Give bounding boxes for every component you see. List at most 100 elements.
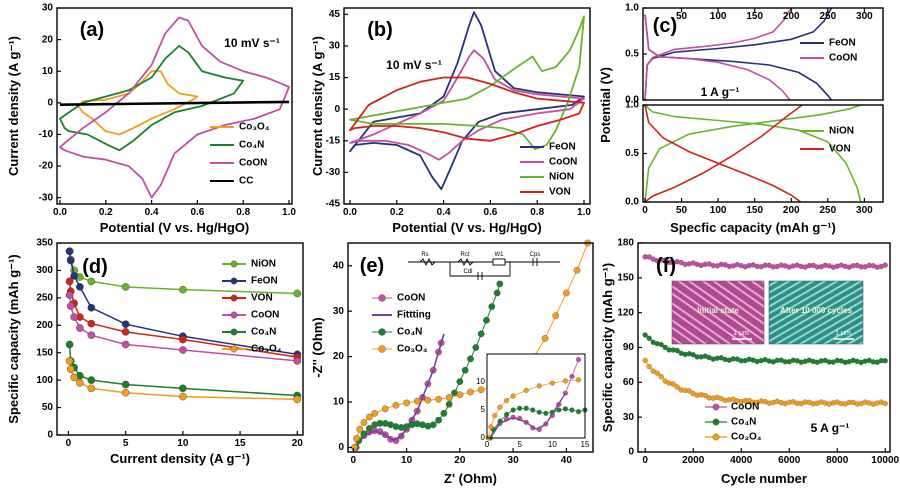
panel-e-xtick-label: 40 <box>561 455 573 466</box>
point-d-CoON <box>76 324 84 332</box>
point-e-Co₄N <box>429 421 437 429</box>
inset-point-Co₄N <box>536 409 542 415</box>
point-d-NiON <box>179 285 187 294</box>
point-e-Co₃O₄ <box>356 425 364 433</box>
point-e-Co₄N <box>483 316 490 324</box>
panel-e-xtick-label: 0 <box>351 455 357 466</box>
inset-point-Co₄N <box>549 409 555 415</box>
panel-b-xtick-label: 0.6 <box>483 207 497 218</box>
panel-b-ytick-label: 0 <box>334 104 340 115</box>
panel-d-legend-marker <box>230 294 238 302</box>
panel-d-frame <box>56 242 304 436</box>
point-d-Co₃O₄ <box>293 395 302 404</box>
point-d-Co₄N <box>65 340 74 349</box>
point-d-FeON <box>121 320 130 328</box>
panel-a-xtick-label: 0.4 <box>145 207 159 218</box>
panel-e-xtick-label: 20 <box>454 455 466 466</box>
panel-a-xtick-label: 1.0 <box>282 207 296 218</box>
point-d-FeON <box>70 272 78 280</box>
point-e-Co₄N <box>472 344 480 351</box>
panel-a-ytick-label: 0 <box>47 97 53 108</box>
panel-e-ytick-label: 10 <box>333 397 345 408</box>
inset-point-Co₄N <box>556 407 562 413</box>
panel-f-ytick-label: 60 <box>623 377 635 388</box>
point-e-Co₃O₄ <box>353 434 360 442</box>
panel-c-xtick-label: 50 <box>676 205 688 216</box>
panel-e-legend-label: Fittting <box>397 310 431 321</box>
inset-point-Co₄N <box>569 407 575 413</box>
panel-a-ylabel: Current density (A g⁻¹) <box>6 36 21 176</box>
panel-c-top-xtick-label: 250 <box>819 11 836 22</box>
inset-series-Co₄N-line <box>489 407 586 439</box>
inset-point-Co₃O₄ <box>492 413 498 419</box>
series-a-CC <box>59 100 290 106</box>
series-b-FeON <box>349 11 585 191</box>
sem-image-initial <box>671 280 765 345</box>
panel-b: 0.0 0.2 0.4 0.6 0.8 1.0 -45 -30 -15 0 15 30 45 (b) 10 … <box>310 7 591 235</box>
point-d-Co₄N <box>179 384 187 393</box>
series-e-Fittting <box>355 333 445 448</box>
panel-c-top-xtick-label: 150 <box>746 11 763 22</box>
point-e-Co₄N <box>360 430 368 438</box>
inset-point-Co₄N <box>543 410 549 416</box>
panel-d-legend-marker <box>230 311 238 319</box>
panel-d-legend-label: CoON <box>251 310 279 321</box>
series-b-VON <box>349 76 585 142</box>
point-f-Co₄N <box>690 352 696 358</box>
panel-f-label: (f) <box>656 255 676 277</box>
inset-point-Co₃O₄ <box>562 378 568 384</box>
point-d-FeON <box>87 303 96 312</box>
point-d-Co₃O₄ <box>65 357 74 365</box>
circuit-label-w1: W1 <box>495 252 505 258</box>
inset-xtick-label: 15 <box>581 440 590 449</box>
panel-f-xtick-label: 2000 <box>682 455 705 466</box>
panel-a: 0.0 0.2 0.4 0.6 0.8 1.0 -30 -20 -10 0 10 20 30 (a) 10 … <box>6 3 296 235</box>
circuit-label-rct: Rct <box>461 252 470 258</box>
point-e-Co₃O₄ <box>435 395 442 403</box>
panel-d: 0 5 10 15 20050100150200250300350(d)Current … <box>6 238 304 466</box>
sem-caption-cycled: After 10 000 cycles <box>780 306 853 315</box>
point-d-Co₃O₄ <box>121 388 130 397</box>
point-e-Co₃O₄ <box>541 335 549 342</box>
panel-a-xtick-label: 0.6 <box>190 207 204 218</box>
inset-frame <box>486 353 586 439</box>
point-d-VON <box>65 277 74 286</box>
point-f-Co₄N <box>646 335 652 341</box>
panel-c-xtick-label: 250 <box>819 205 836 216</box>
panel-f-xlabel: Cycle number <box>721 471 807 486</box>
panel-c-top-xtick-label: 200 <box>783 11 800 22</box>
point-f-Co₄N <box>642 332 648 338</box>
point-f-Co₃O₄ <box>674 384 680 390</box>
point-e-Co₄N <box>440 409 448 417</box>
sem-scalebar-label-cycled: 1 μm <box>835 330 851 337</box>
point-d-CoON <box>179 346 187 354</box>
panel-c-xtick-label: 0 <box>642 205 648 216</box>
inset-point-Co₄N <box>510 407 516 413</box>
point-f-Co₃O₄ <box>670 381 676 387</box>
panel-f-xtick-label: 6000 <box>778 455 801 466</box>
panel-c-top-xtick-label: 300 <box>856 11 873 22</box>
panel-b-ytick-label: 45 <box>329 9 341 20</box>
panel-b-ylabel: Current density (A g⁻¹) <box>310 36 325 176</box>
panel-d-legend-marker <box>230 260 238 268</box>
panel-c-xtick-label: 150 <box>746 205 763 216</box>
panel-c-top-xtick-label: 50 <box>676 11 688 22</box>
panel-d-label: (d) <box>82 256 108 278</box>
panel-f-ytick-label: 150 <box>617 272 634 283</box>
panel-f-ylabel: Specific capacity (mAh g⁻¹) <box>600 263 615 432</box>
point-f-Co₃O₄ <box>642 357 648 364</box>
inset-point-Co₃O₄ <box>497 404 503 410</box>
panel-d-legend-label: NiON <box>251 259 276 270</box>
point-e-Co₄N <box>493 289 501 297</box>
point-e-Co₃O₄ <box>392 401 400 409</box>
panel-a-ytick-label: -10 <box>39 129 54 140</box>
point-d-FeON <box>65 247 74 256</box>
point-e-Co₃O₄ <box>365 413 373 421</box>
point-d-VON <box>179 335 187 344</box>
point-e-Co₄N <box>467 355 474 363</box>
panel-b-ytick-label: -30 <box>326 167 341 178</box>
circuit-label-rs: Rs <box>421 252 428 258</box>
panel-c-top-xtick-label: 100 <box>710 11 727 22</box>
panel-b-xtick-label: 1.0 <box>577 207 591 218</box>
point-d-CoON <box>70 313 78 321</box>
